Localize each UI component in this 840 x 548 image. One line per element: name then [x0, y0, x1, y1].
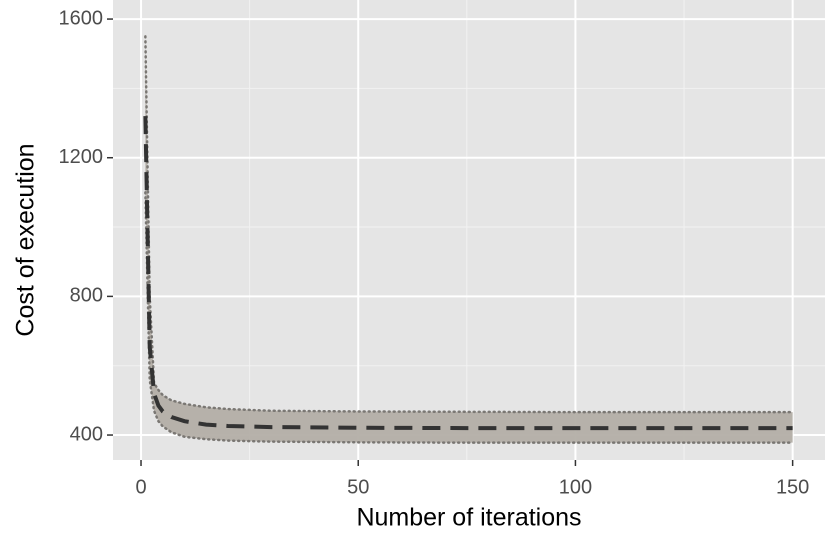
y-tick-label: 400 [70, 423, 103, 445]
x-axis-title: Number of iterations [356, 504, 581, 532]
y-axis-title: Cost of execution [12, 143, 40, 336]
x-tick-label: 150 [776, 476, 809, 498]
band-lower [144, 191, 794, 444]
y-tick-label: 1200 [59, 146, 104, 168]
panel [113, 0, 825, 460]
line [143, 116, 793, 431]
y-tick-label: 1600 [59, 7, 104, 29]
x-tick-label: 50 [347, 476, 369, 498]
x-tick-label: 0 [135, 476, 146, 498]
x-tick-label: 100 [559, 476, 592, 498]
y-tick-label: 800 [70, 285, 103, 307]
band-upper [144, 35, 794, 414]
